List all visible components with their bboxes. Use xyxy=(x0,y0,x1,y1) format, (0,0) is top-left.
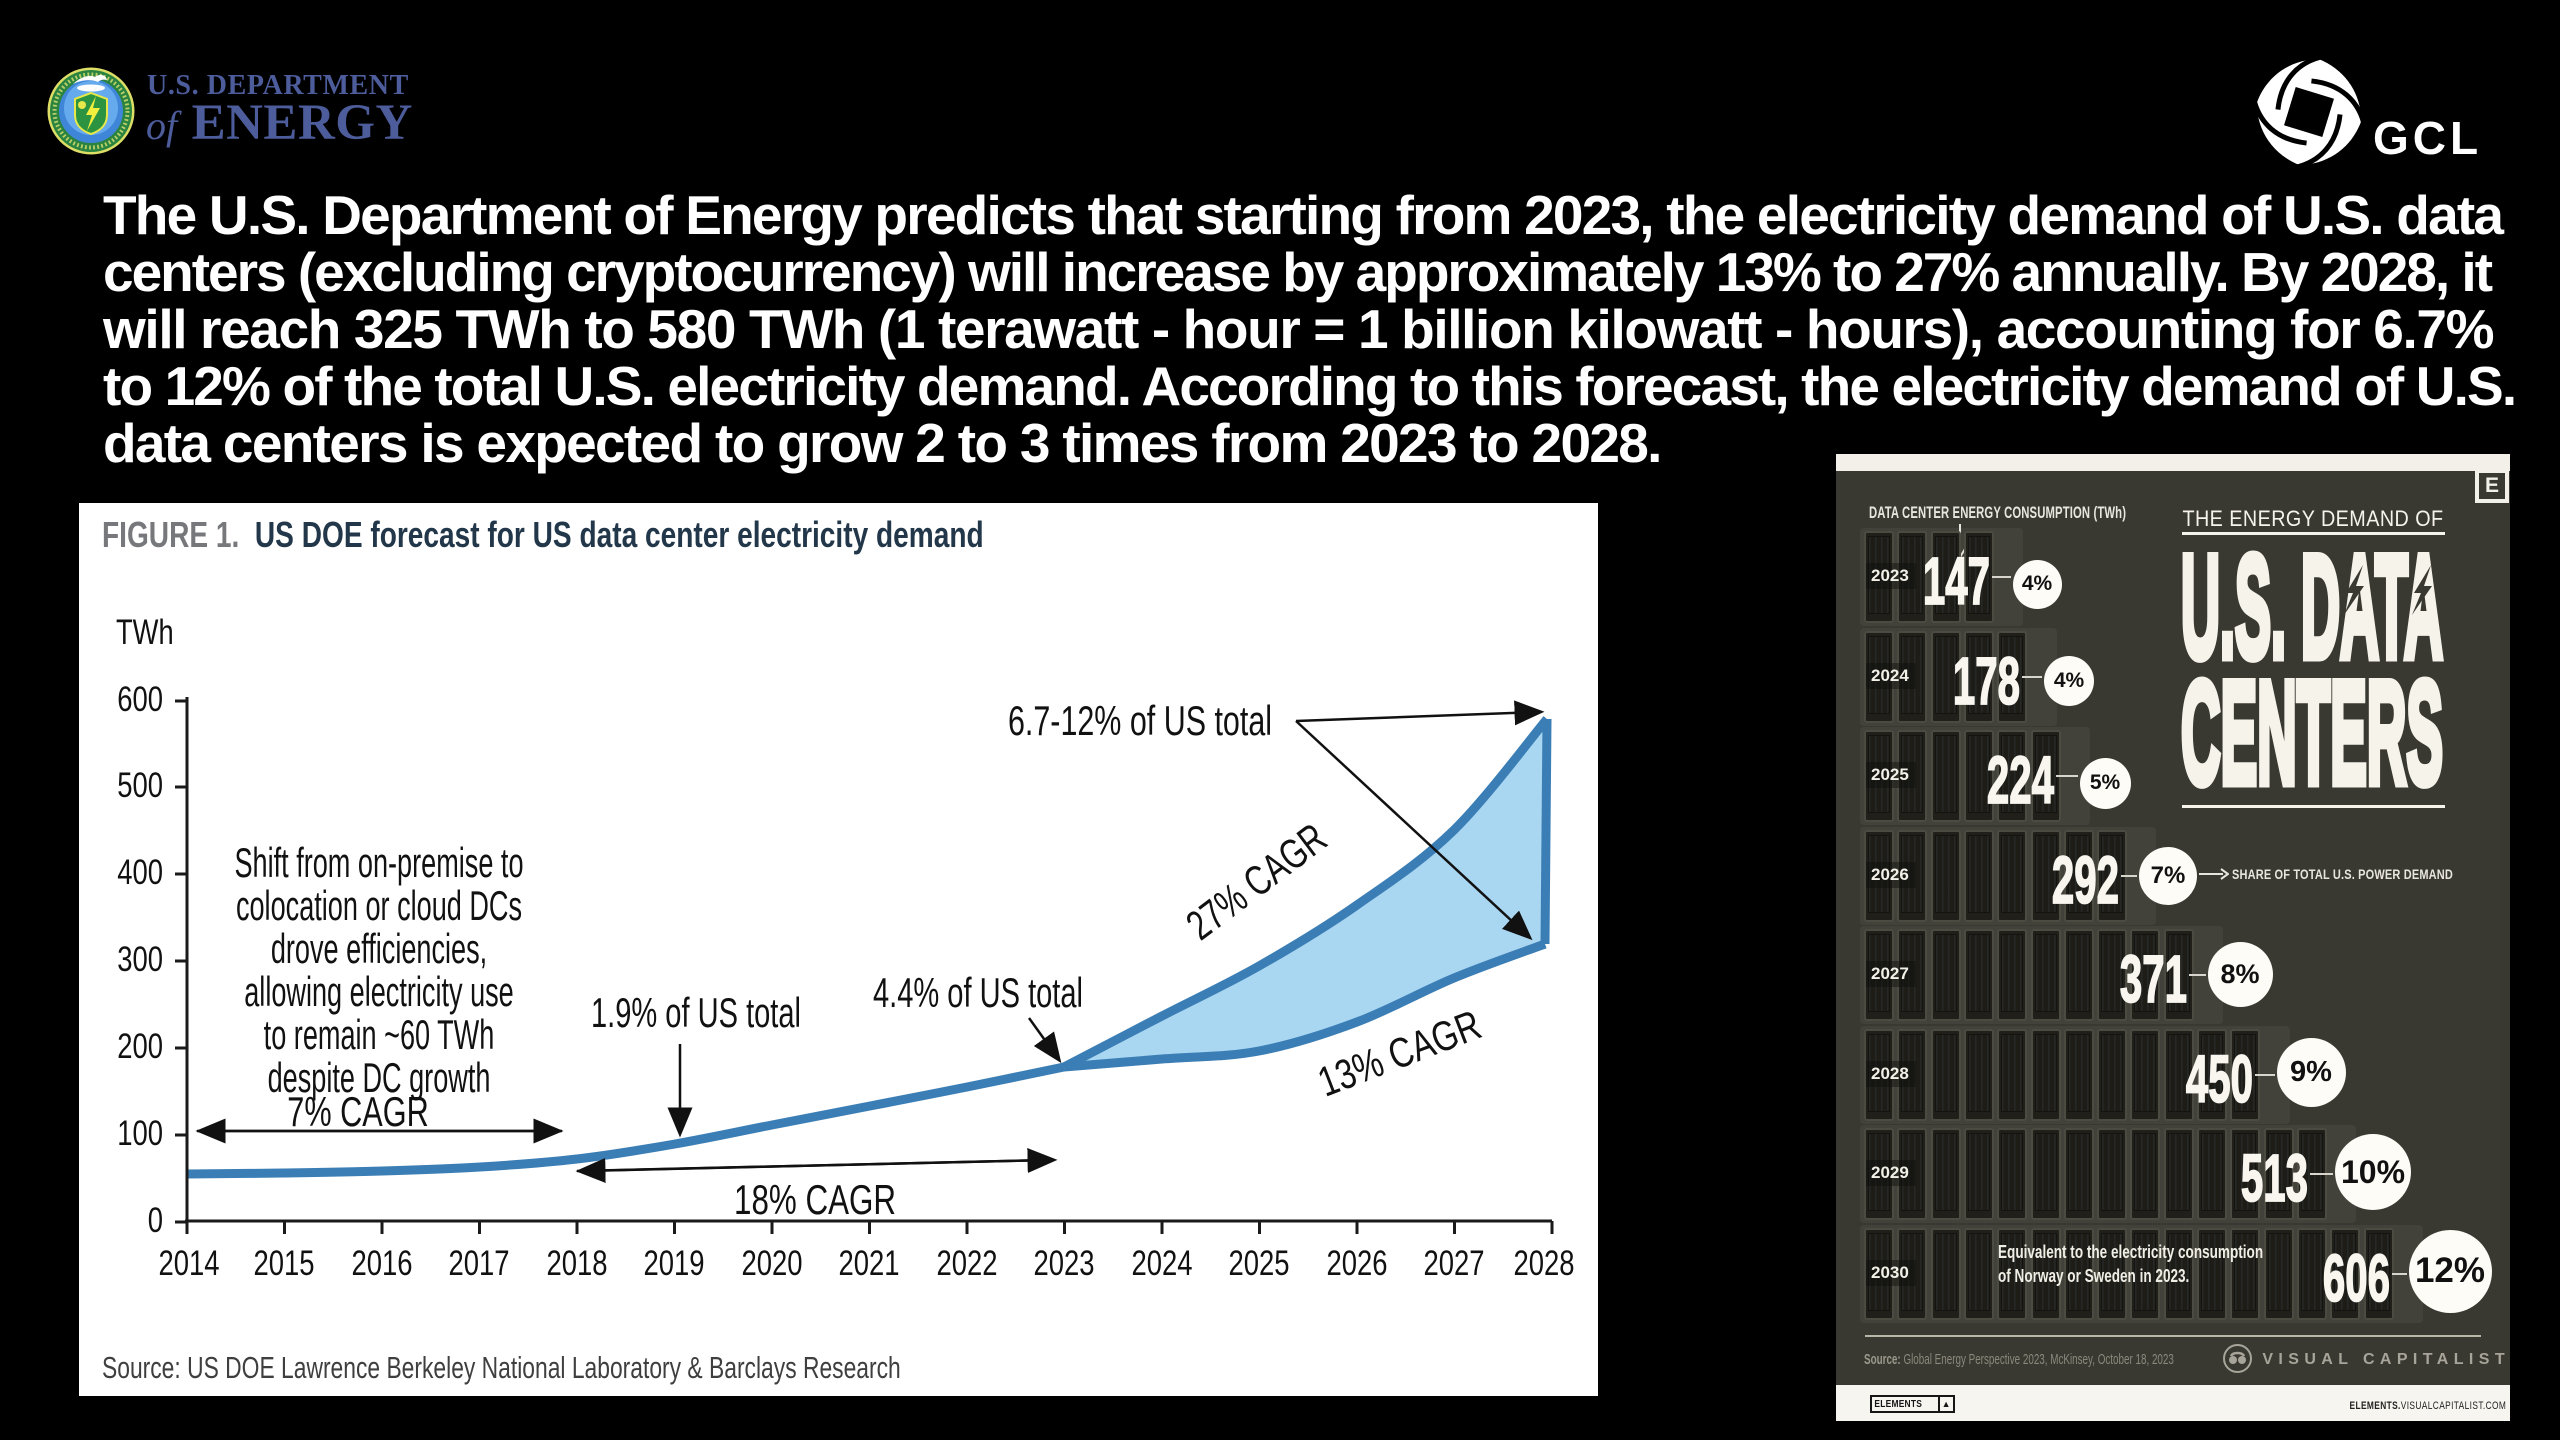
svg-text:U.S. DATA: U.S. DATA xyxy=(2181,540,2443,688)
svg-text:CENTERS: CENTERS xyxy=(2181,651,2443,810)
